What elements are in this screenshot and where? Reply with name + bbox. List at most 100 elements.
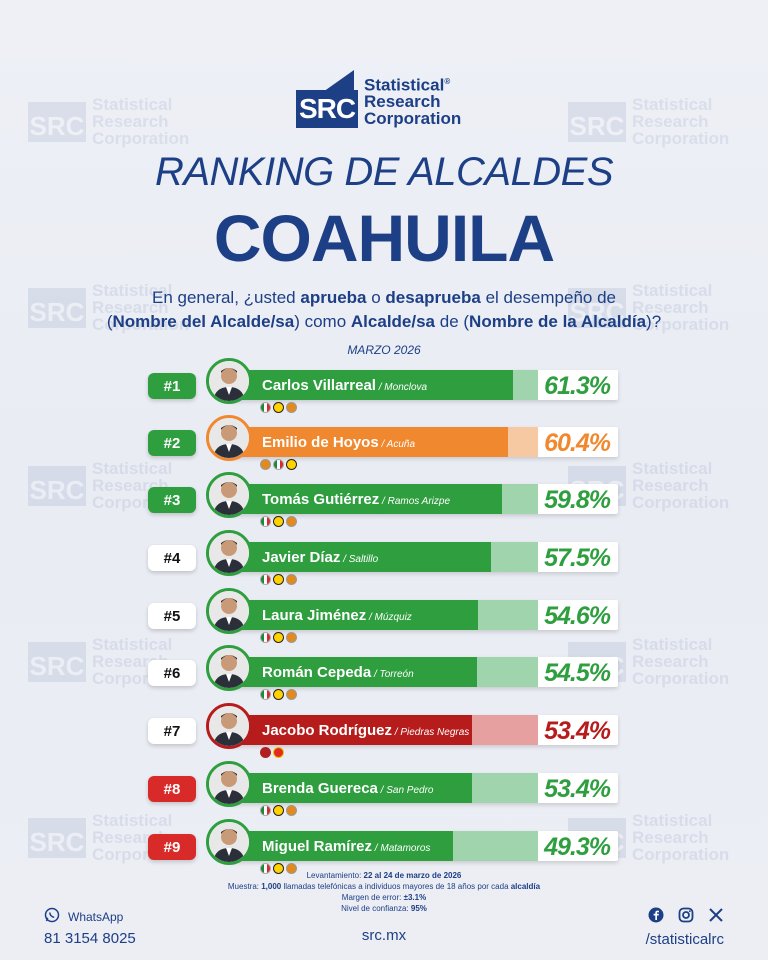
party-logo-icon bbox=[273, 863, 284, 874]
approval-bar: 53.4% bbox=[226, 773, 618, 803]
approval-percent: 61.3% bbox=[544, 372, 611, 400]
mayor-photo bbox=[206, 819, 252, 865]
party-logo-icon bbox=[273, 574, 284, 585]
party-logos bbox=[260, 574, 297, 585]
rank-badge: #3 bbox=[148, 487, 196, 513]
mayor-photo bbox=[206, 761, 252, 807]
ranking-row: #3 59.8% Tomás Gutiérrez / Ramos Arizpe bbox=[148, 472, 618, 527]
rank-badge: #2 bbox=[148, 430, 196, 456]
whatsapp-contact[interactable]: WhatsApp 81 3154 8025 bbox=[44, 907, 136, 947]
party-logo-icon bbox=[273, 402, 284, 413]
mayor-name: Brenda Guereca / San Pedro bbox=[262, 780, 434, 797]
brand-logo: SRC Statistical® Research Corporation bbox=[296, 70, 461, 130]
x-icon[interactable] bbox=[708, 907, 724, 927]
party-logo-icon bbox=[286, 863, 297, 874]
approval-percent: 54.5% bbox=[544, 659, 611, 687]
approval-fill-light bbox=[508, 427, 538, 457]
approval-percent: 57.5% bbox=[544, 544, 611, 572]
party-logo-icon bbox=[260, 632, 271, 643]
rank-badge: #1 bbox=[148, 373, 196, 399]
party-logos bbox=[260, 689, 297, 700]
approval-fill bbox=[226, 600, 478, 630]
rank-badge: #7 bbox=[148, 718, 196, 744]
approval-fill-light bbox=[513, 370, 538, 400]
party-logo-icon bbox=[260, 574, 271, 585]
rank-badge: #6 bbox=[148, 660, 196, 686]
party-logo-icon bbox=[260, 689, 271, 700]
src-logo-mark: SRC bbox=[296, 70, 358, 130]
approval-bar: 53.4% bbox=[226, 715, 618, 745]
brand-name-line2: Research bbox=[364, 92, 441, 112]
mayor-photo bbox=[206, 415, 252, 461]
approval-bar: 54.6% bbox=[226, 600, 618, 630]
municipality: / Matamoros bbox=[372, 843, 431, 854]
whatsapp-number[interactable]: 81 3154 8025 bbox=[44, 930, 136, 947]
mayor-photo bbox=[206, 472, 252, 518]
rank-badge: #4 bbox=[148, 545, 196, 571]
rank-badge: #9 bbox=[148, 834, 196, 860]
instagram-icon[interactable] bbox=[678, 907, 694, 927]
approval-bar: 57.5% bbox=[226, 542, 618, 572]
party-logos bbox=[260, 805, 297, 816]
approval-fill-light bbox=[478, 600, 538, 630]
approval-bar: 54.5% bbox=[226, 657, 618, 687]
approval-bar: 60.4% bbox=[226, 427, 618, 457]
party-logo-icon bbox=[286, 689, 297, 700]
municipality: / San Pedro bbox=[377, 785, 434, 796]
approval-fill-light bbox=[453, 831, 538, 861]
municipality: / Torreón bbox=[371, 669, 414, 680]
party-logo-icon bbox=[273, 516, 284, 527]
ranking-row: #8 53.4% Brenda Guereca / San Pedro bbox=[148, 761, 618, 816]
facebook-icon[interactable] bbox=[648, 907, 664, 927]
mayor-name: Jacobo Rodríguez / Piedras Negras bbox=[262, 722, 470, 739]
party-logo-icon bbox=[286, 459, 297, 470]
party-logo-icon bbox=[286, 402, 297, 413]
social-handle[interactable]: /statisticalrc bbox=[645, 931, 724, 948]
party-logos bbox=[260, 459, 297, 470]
rank-badge: #5 bbox=[148, 603, 196, 629]
party-logo-icon bbox=[273, 632, 284, 643]
ranking-row: #4 57.5% Javier Díaz / Saltillo bbox=[148, 530, 618, 585]
methodology-note: Levantamiento: 22 al 24 de marzo de 2026… bbox=[227, 871, 541, 913]
page-title: RANKING DE ALCALDES bbox=[154, 150, 614, 194]
party-logo-icon bbox=[260, 805, 271, 816]
approval-bar: 49.3% bbox=[226, 831, 618, 861]
ranking-row: #9 49.3% Miguel Ramírez / Matamoros bbox=[148, 819, 618, 874]
party-logo-icon bbox=[260, 863, 271, 874]
ranking-row: #6 54.5% Román Cepeda / Torreón bbox=[148, 645, 618, 700]
party-logos bbox=[260, 863, 297, 874]
party-logos bbox=[260, 402, 297, 413]
approval-fill bbox=[226, 831, 453, 861]
party-logo-icon bbox=[273, 805, 284, 816]
municipality: / Múzquiz bbox=[366, 612, 412, 623]
party-logos bbox=[260, 632, 297, 643]
approval-fill-light bbox=[472, 715, 538, 745]
mayor-photo bbox=[206, 588, 252, 634]
mayor-name: Emilio de Hoyos / Acuña bbox=[262, 434, 416, 451]
survey-date: MARZO 2026 bbox=[347, 343, 421, 357]
party-logo-icon bbox=[286, 574, 297, 585]
approval-bar: 61.3% bbox=[226, 370, 618, 400]
survey-question: En general, ¿usted aprueba o desaprueba … bbox=[106, 288, 662, 331]
party-logo-icon bbox=[273, 459, 284, 470]
approval-percent: 59.8% bbox=[544, 486, 611, 514]
mayor-name: Javier Díaz / Saltillo bbox=[262, 549, 379, 566]
party-logo-icon bbox=[273, 689, 284, 700]
approval-percent: 53.4% bbox=[544, 775, 611, 803]
mayor-photo bbox=[206, 645, 252, 691]
brand-name: Statistical® Research Corporation bbox=[364, 73, 461, 127]
approval-fill-light bbox=[491, 542, 538, 572]
approval-percent: 60.4% bbox=[544, 429, 611, 457]
ranking-row: #5 54.6% Laura Jiménez / Múzquiz bbox=[148, 588, 618, 643]
mayor-photo bbox=[206, 703, 252, 749]
mayor-name: Laura Jiménez / Múzquiz bbox=[262, 607, 412, 624]
approval-fill bbox=[226, 542, 491, 572]
party-logo-icon bbox=[286, 516, 297, 527]
party-logo-icon bbox=[260, 516, 271, 527]
approval-fill bbox=[226, 427, 508, 457]
mayor-name: Tomás Gutiérrez / Ramos Arizpe bbox=[262, 491, 451, 508]
approval-fill-light bbox=[502, 484, 538, 514]
website-link[interactable]: src.mx bbox=[361, 927, 407, 944]
municipality: / Ramos Arizpe bbox=[379, 496, 451, 507]
party-logo-icon bbox=[286, 632, 297, 643]
